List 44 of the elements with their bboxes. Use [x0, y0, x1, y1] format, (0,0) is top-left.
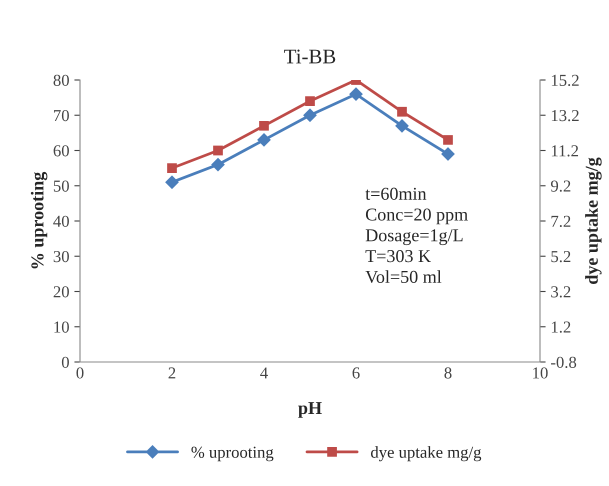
- point: [441, 147, 455, 161]
- point: [259, 120, 269, 131]
- point: [305, 96, 315, 106]
- y2-tick-label: 3.2: [551, 286, 570, 298]
- y2-tick-label: 13.2: [552, 110, 579, 122]
- x-tick-label: 2: [168, 367, 176, 378]
- y-tick-label: 30: [54, 250, 69, 262]
- y2-tick-label: 1.2: [552, 321, 570, 333]
- point: [213, 146, 223, 156]
- x-tick-label: 6: [352, 367, 360, 379]
- x-axis-title: pH: [298, 402, 322, 418]
- y-tick-label: 70: [54, 110, 69, 122]
- point: [349, 88, 363, 101]
- y2-axis-title: dye uptake mg/g: [585, 157, 602, 284]
- point: [303, 108, 317, 122]
- x-tick-label: 4: [260, 367, 268, 378]
- y-tick-label: 80: [54, 74, 69, 86]
- point: [167, 163, 177, 173]
- y2-tick-label: -0.8: [551, 356, 576, 368]
- point: [165, 176, 179, 189]
- y2-tick-label: 11.2: [552, 145, 578, 157]
- y2-tick-label: 5.2: [551, 250, 570, 262]
- point: [443, 135, 453, 145]
- x-tick-label: 0: [76, 367, 84, 379]
- y2-tick-label: 15.2: [552, 74, 579, 86]
- y-tick-label: 40: [53, 216, 69, 227]
- legend-label: % uprooting: [191, 446, 274, 462]
- x-tick-label: 10: [533, 367, 548, 379]
- point: [395, 119, 409, 132]
- y-tick-label: 20: [54, 286, 69, 298]
- point: [397, 106, 407, 117]
- y-tick-label: 0: [62, 356, 69, 368]
- y2-tick-label: 7.2: [552, 216, 570, 228]
- y2-tick-label: 9.2: [550, 180, 570, 192]
- annotation: t=60min Conc=20 ppm Dosage=1g/L T=303 K Vol=50 ml: [365, 188, 468, 284]
- point: [257, 133, 271, 147]
- point: [211, 158, 225, 172]
- y-axis-title: % uprooting: [30, 172, 48, 268]
- x-tick-label: 8: [444, 367, 452, 379]
- chart-title: Ti-BB: [284, 50, 336, 64]
- y-tick-label: 10: [54, 321, 69, 333]
- y-tick-label: 50: [54, 180, 69, 192]
- y-tick-label: 60: [54, 145, 69, 156]
- legend-label: dye uptake mg/g: [370, 446, 482, 462]
